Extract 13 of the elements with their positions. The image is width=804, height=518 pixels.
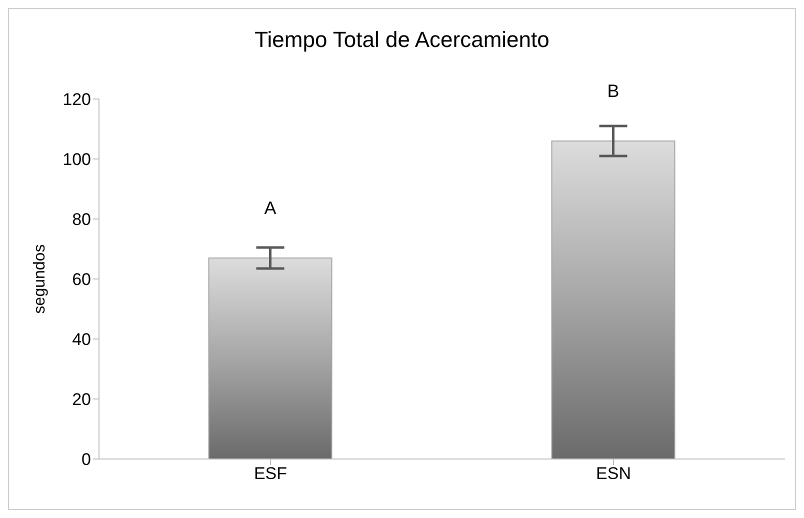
y-tick-label: 60	[72, 270, 91, 290]
annotation: A	[264, 198, 276, 218]
y-tick-label: 80	[72, 210, 91, 230]
annotation: B	[607, 81, 620, 101]
y-tick-label: 20	[72, 390, 91, 410]
y-axis-title: segundos	[32, 244, 49, 314]
x-tick-label: ESN	[596, 464, 631, 484]
y-tick-label: 40	[72, 330, 91, 350]
chart-title: Tiempo Total de Acercamiento	[254, 27, 550, 53]
y-tick-label: 0	[82, 450, 91, 470]
y-tick-label: 100	[62, 150, 91, 170]
x-tick-label: ESF	[254, 464, 288, 484]
y-tick-label: 120	[62, 90, 91, 110]
